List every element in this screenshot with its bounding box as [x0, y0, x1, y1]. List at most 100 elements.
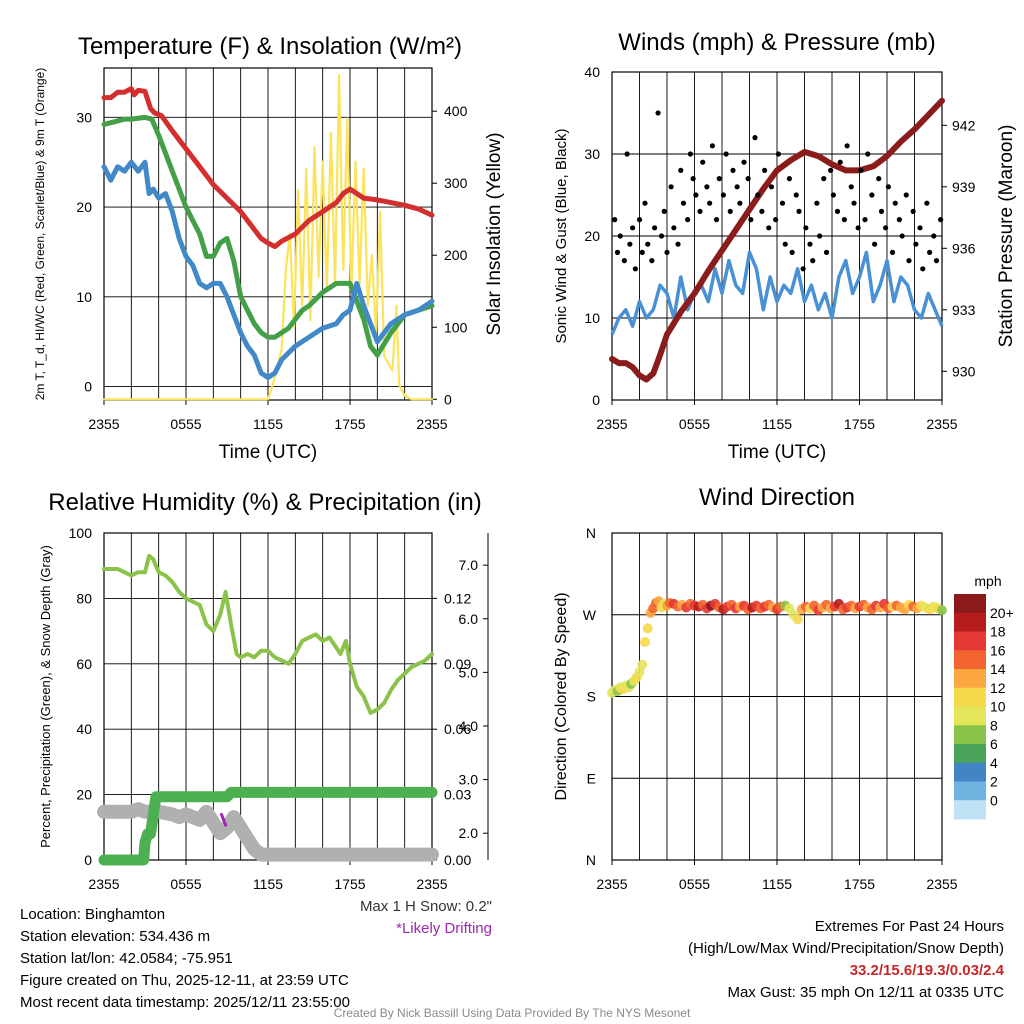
- winds-gust-point: [823, 249, 830, 255]
- colorbar-swatch: [954, 594, 986, 614]
- temp-series-dewpoint: [101, 114, 435, 358]
- winds-gust-point: [782, 241, 788, 247]
- winds-y-tick-label: 0: [592, 392, 600, 408]
- rh-x-tick-label: 2355: [88, 876, 119, 892]
- winds-gust-point: [938, 217, 944, 223]
- winds-gust-point: [752, 135, 758, 141]
- colorbar-label: 14: [990, 661, 1006, 677]
- winds-gust-point: [716, 176, 722, 182]
- winds-gust-point: [617, 233, 623, 239]
- temp-y2-tick-label: 300: [444, 175, 468, 191]
- colorbar-swatch: [954, 800, 986, 820]
- colorbar-swatch: [954, 669, 986, 689]
- colorbar-swatch: [954, 631, 986, 651]
- winds-gust-point: [649, 258, 655, 264]
- winds-gust-point: [741, 159, 747, 165]
- winds-y2-label: Station Pressure (Maroon): [996, 125, 1017, 348]
- colorbar-swatch: [954, 706, 986, 726]
- winds-x-label: Time (UTC): [728, 442, 827, 463]
- winds-x-tick-label: 0555: [679, 416, 710, 432]
- winds-gust-point: [773, 217, 779, 223]
- temp-y2-tick-label: 400: [444, 103, 468, 119]
- winds-gust-point: [913, 241, 919, 247]
- rh-series-relative-humidity: [102, 553, 434, 715]
- winds-gust-point: [869, 192, 875, 198]
- winds-gust-point: [680, 200, 687, 206]
- winds-gust-point: [878, 208, 885, 214]
- temp-y2-label: Solar Insolation (Yellow): [484, 132, 505, 335]
- winds-gust-point: [713, 217, 720, 223]
- colorbar-label: 4: [990, 755, 998, 771]
- rh-y3-tick-label: 2.0: [459, 825, 479, 841]
- winds-gust-point: [903, 192, 909, 198]
- winds-title: Winds (mph) & Pressure (mb): [618, 29, 935, 56]
- winds-gust-point: [892, 200, 898, 206]
- winddir-x-tick-label: 2355: [926, 876, 957, 892]
- temp-y2-tick-label: 0: [444, 391, 452, 407]
- extremes-subheading: (High/Low/Max Wind/Precipitation/Snow De…: [688, 940, 1004, 957]
- colorbar-label: 8: [990, 717, 998, 733]
- winddir-title: Wind Direction: [699, 484, 855, 511]
- winds-gust-point: [910, 208, 916, 214]
- winds-y-tick-label: 40: [584, 64, 600, 80]
- colorbar-label: 16: [990, 642, 1006, 658]
- rh-y2-tick-label: 0.12: [444, 590, 471, 606]
- winds-gust-point: [612, 217, 618, 223]
- winddir-y-tick-label: E: [587, 770, 596, 786]
- rh-series-drifting: [220, 812, 228, 827]
- winds-y2-tick-label: 939: [952, 179, 976, 195]
- colorbar-swatch: [954, 687, 986, 707]
- rh-title: Relative Humidity (%) & Precipitation (i…: [48, 489, 481, 516]
- winds-gust-point: [759, 208, 765, 214]
- snow-note: Max 1 H Snow: 0.2" *Likely Drifting: [360, 896, 492, 940]
- temp-y-tick-label: 10: [76, 289, 92, 305]
- winds-gust-point: [917, 225, 923, 231]
- temp-x-tick-label: 2355: [416, 416, 447, 432]
- winddir-point: [637, 659, 648, 670]
- winds-gust-point: [834, 208, 841, 214]
- winds-gust-point: [803, 225, 809, 231]
- winds-y2-tick-label: 933: [952, 302, 976, 318]
- colorbar-swatch: [954, 650, 986, 670]
- winds-gust-point: [678, 167, 684, 173]
- winds-gust-point: [786, 176, 792, 182]
- winds-gust-point: [675, 241, 681, 247]
- winds-gust-point: [632, 266, 638, 272]
- winds-gust-point: [664, 249, 670, 255]
- temp-x-label: Time (UTC): [219, 442, 318, 463]
- winds-x-tick-label: 1755: [844, 416, 875, 432]
- winddir-point: [792, 614, 803, 625]
- winds-gust-point: [858, 167, 864, 173]
- winds-gust-point: [693, 192, 699, 198]
- winds-gust-point: [636, 217, 643, 223]
- winds-gust-point: [899, 233, 905, 239]
- winds-gust-point: [931, 233, 937, 239]
- winds-gust-point: [828, 167, 834, 173]
- winds-x-tick-label: 2355: [596, 416, 627, 432]
- colorbar-swatch: [954, 725, 986, 745]
- winds-gust-point: [851, 200, 857, 206]
- winds-y-tick-label: 30: [584, 146, 600, 162]
- winddir-x-tick-label: 0555: [679, 876, 710, 892]
- winddir-x-tick-label: 1755: [844, 876, 875, 892]
- rh-y2-tick-label: 0.03: [444, 787, 471, 803]
- rh-y-tick-label: 20: [76, 787, 92, 803]
- winddir-y-tick-label: N: [586, 852, 596, 868]
- winds-gust-point: [627, 241, 633, 247]
- winds-gust-point: [933, 258, 940, 264]
- winds-gust-point: [621, 258, 627, 264]
- latlon-label: Station lat/lon: 42.0584; -75.951: [20, 950, 233, 967]
- winds-gust-point: [690, 176, 696, 182]
- colorbar-swatch: [954, 762, 986, 782]
- winds-gust-point: [855, 225, 861, 231]
- winds-gust-point: [920, 266, 926, 272]
- colorbar-title: mph: [974, 573, 1001, 589]
- winds-x-tick-label: 1155: [762, 416, 792, 432]
- winds-gust-point: [896, 217, 902, 223]
- rh-series-precipitation: [98, 786, 438, 866]
- drifting-label: *Likely Drifting: [396, 920, 492, 937]
- winds-gust-point: [927, 249, 933, 255]
- rh-y3-tick-label: 4.0: [459, 718, 479, 734]
- temp-x-tick-label: 1155: [253, 416, 283, 432]
- winds-y2-tick-label: 930: [952, 363, 976, 379]
